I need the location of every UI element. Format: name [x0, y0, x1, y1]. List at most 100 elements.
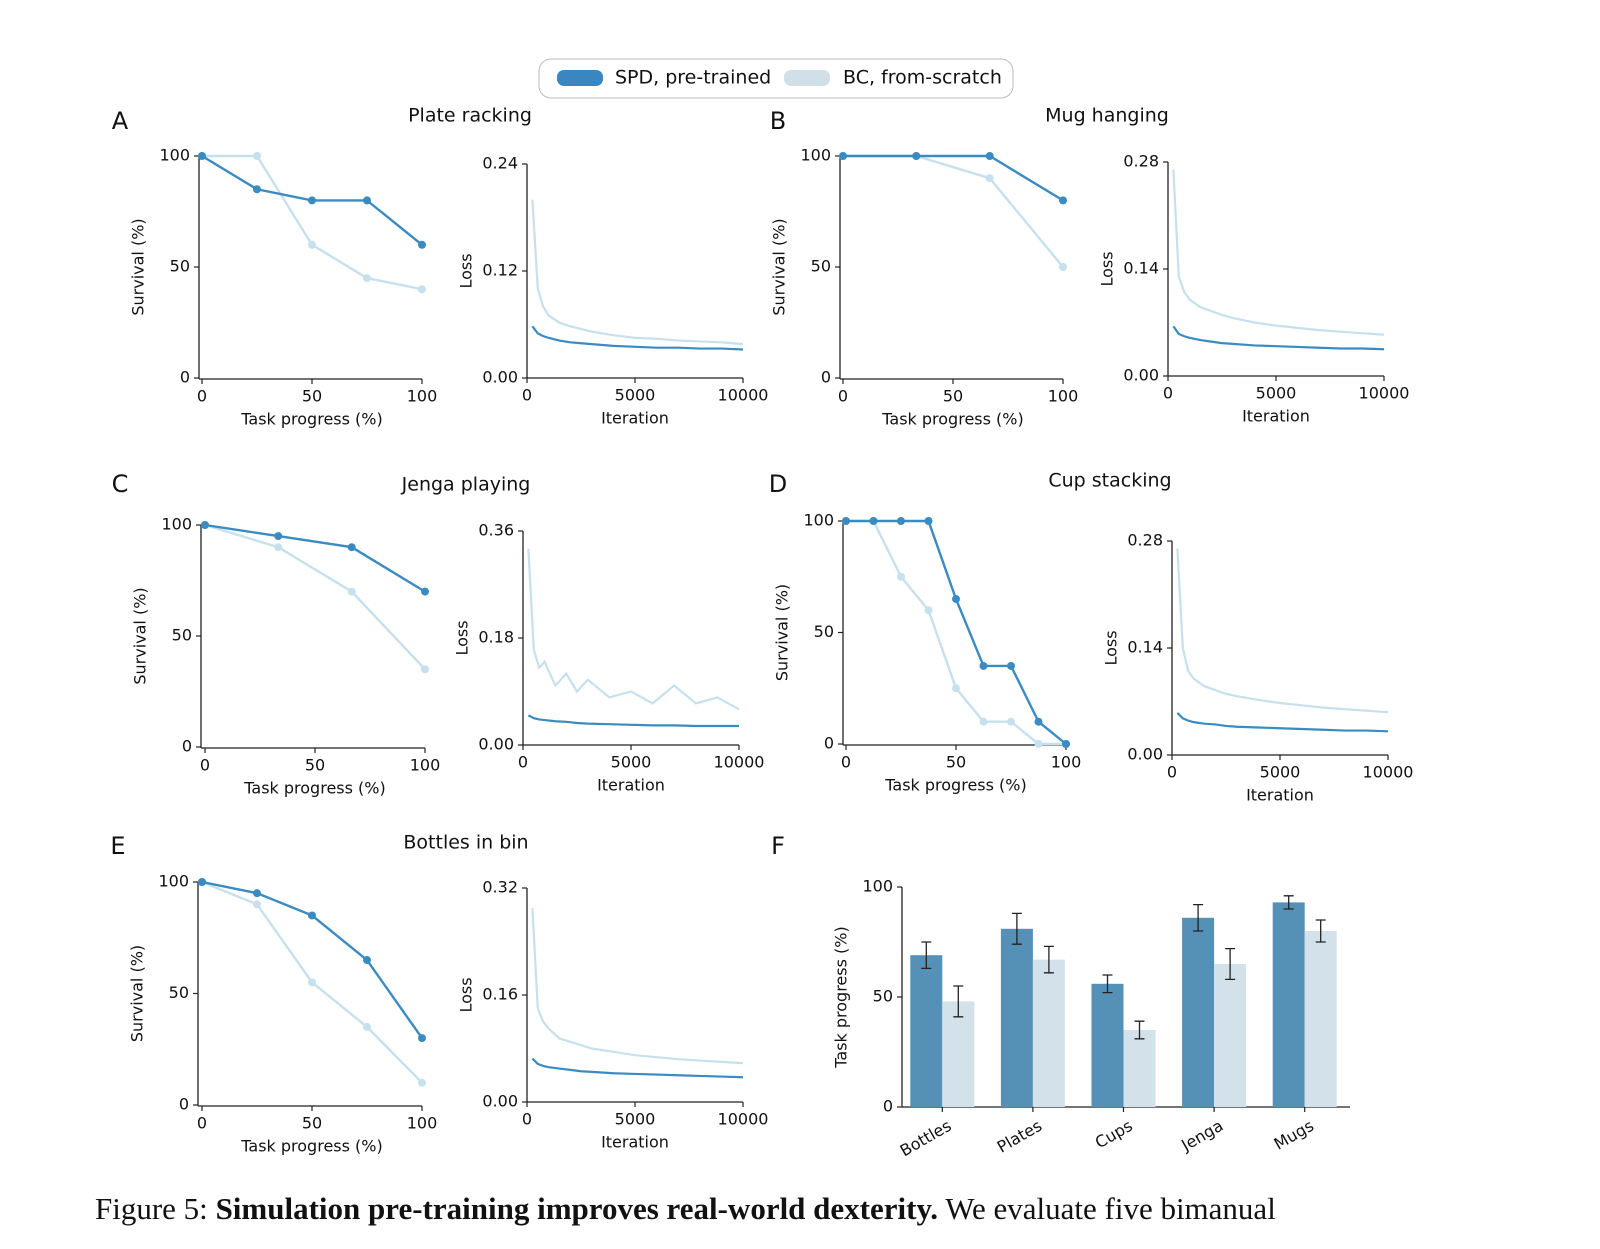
y-tick-label: 50	[170, 257, 190, 276]
y-axis-label: Survival (%)	[770, 218, 789, 315]
x-tick-label: 100	[1048, 387, 1079, 406]
x-tick-label: 0	[522, 386, 532, 405]
bar	[1032, 959, 1065, 1107]
point	[418, 1078, 426, 1087]
x-axis-label: Task progress (%)	[881, 410, 1023, 429]
panel-title: Plate racking	[408, 105, 532, 127]
error-bar	[1225, 947, 1236, 981]
point	[201, 521, 209, 529]
point	[308, 978, 316, 987]
x-tick-label: 100	[407, 1114, 438, 1133]
point	[1034, 740, 1043, 748]
series-line	[843, 154, 1064, 268]
x-tick-label: 5000	[611, 753, 652, 772]
x-tick-label: 0	[197, 387, 207, 406]
caption-bold: Simulation pre-training improves real-wo…	[216, 1191, 938, 1226]
y-tick-label: 0.18	[478, 628, 514, 647]
bar	[1123, 1030, 1156, 1107]
panel-letter: F	[771, 832, 785, 860]
y-tick-label: 0.32	[482, 878, 518, 897]
point	[924, 517, 933, 525]
x-tick-label: 50	[305, 756, 325, 775]
point	[897, 572, 905, 581]
point	[308, 196, 316, 205]
series-line	[201, 880, 423, 1039]
y-tick-label: 0	[182, 737, 192, 756]
point	[897, 517, 905, 525]
series-line	[527, 714, 739, 728]
point	[347, 587, 356, 596]
point	[308, 240, 316, 249]
panel-title: Mug hanging	[1045, 105, 1169, 127]
panel-letter: C	[112, 470, 129, 498]
point	[421, 665, 429, 674]
y-tick-label: 100	[862, 877, 893, 896]
point	[1059, 196, 1067, 205]
point	[842, 517, 850, 525]
x-axis-label: Iteration	[1242, 407, 1310, 426]
error-bar	[1134, 1020, 1145, 1040]
x-tick-label: 0	[841, 753, 851, 772]
point	[985, 174, 994, 183]
error-bar	[1283, 895, 1294, 910]
x-tick-label: 10000	[718, 386, 769, 405]
panel-letter: A	[112, 107, 129, 135]
y-tick-label: 0.28	[1127, 531, 1163, 550]
x-axis-label: Iteration	[601, 1133, 669, 1152]
y-tick-label: 0	[179, 1095, 189, 1114]
y-tick-label: 0.28	[1123, 152, 1159, 171]
series-line	[204, 523, 426, 593]
caption: Figure 5: Simulation pre-training improv…	[95, 1191, 1276, 1226]
panel-letter: E	[110, 832, 125, 860]
error-bar	[1315, 919, 1326, 943]
point	[253, 152, 261, 160]
series-line	[531, 908, 744, 1065]
x-axis-label: Task progress (%)	[884, 776, 1026, 795]
x-tick-label: 10000	[1359, 384, 1410, 403]
legend-label: SPD, pre-trained	[615, 67, 771, 89]
x-tick-label: 100	[410, 756, 441, 775]
x-tick-label: 5000	[615, 1110, 656, 1129]
x-tick-label: 10000	[1363, 763, 1414, 782]
y-axis-label: Loss	[457, 977, 476, 1012]
series-line	[531, 199, 744, 346]
series-line	[1176, 548, 1389, 714]
y-tick-label: 50	[873, 987, 893, 1006]
point	[1007, 661, 1015, 670]
point	[1034, 717, 1043, 726]
error-bar	[953, 985, 964, 1018]
x-tick-label: 5000	[615, 386, 656, 405]
point	[1059, 263, 1067, 271]
y-tick-label: 0.16	[482, 985, 518, 1004]
y-axis-label: Loss	[1102, 630, 1121, 665]
panel-title: Jenga playing	[401, 474, 531, 496]
y-axis-label: Survival (%)	[129, 218, 148, 315]
caption-text: We evaluate five bimanual	[945, 1191, 1276, 1226]
point	[979, 717, 988, 726]
legend-box	[538, 58, 1014, 99]
x-tick-label: 0	[197, 1114, 207, 1133]
y-tick-label: 0	[180, 368, 190, 387]
bar	[910, 955, 943, 1107]
y-tick-label: 50	[811, 257, 831, 276]
panel-letter: D	[769, 470, 787, 498]
x-tick-label: 0	[838, 387, 848, 406]
error-bar	[1193, 903, 1204, 932]
x-axis-label: Iteration	[601, 409, 669, 428]
x-tick-label: Cups	[1092, 1116, 1136, 1152]
y-tick-label: 100	[800, 146, 831, 165]
series-line	[1172, 169, 1385, 336]
series-line	[843, 154, 1064, 202]
point	[363, 956, 371, 965]
bar	[1000, 928, 1033, 1107]
bar	[1304, 931, 1337, 1107]
y-tick-label: 0.14	[1123, 259, 1159, 278]
x-tick-label: 0	[522, 1110, 532, 1129]
point	[253, 889, 261, 898]
point	[363, 274, 371, 283]
y-tick-label: 0.12	[482, 261, 518, 280]
panel-title: Cup stacking	[1048, 470, 1171, 492]
y-tick-label: 50	[169, 983, 189, 1002]
y-tick-label: 0.14	[1127, 638, 1163, 657]
